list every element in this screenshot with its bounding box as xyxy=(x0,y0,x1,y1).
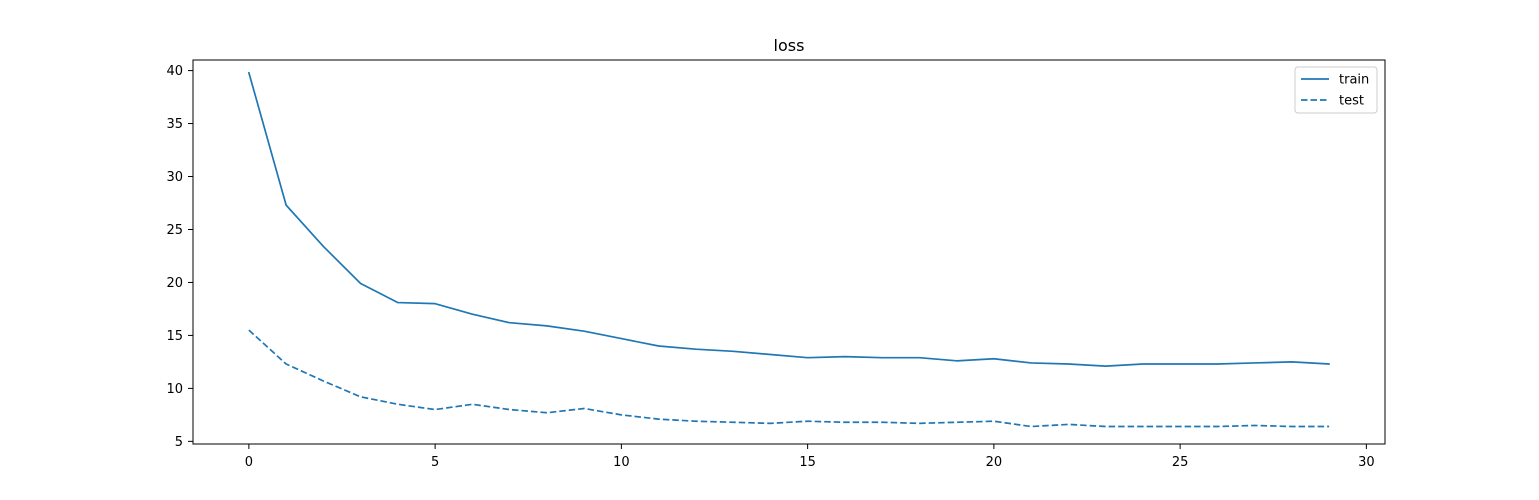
y-tick-label: 15 xyxy=(166,329,183,344)
plot-area xyxy=(248,71,1330,428)
legend-label-test: test xyxy=(1339,94,1364,109)
series-line-train xyxy=(248,71,1330,367)
legend-label-train: train xyxy=(1339,73,1369,88)
y-tick-label: 35 xyxy=(166,117,183,132)
legend: train test xyxy=(1294,66,1378,114)
x-tick-label: 5 xyxy=(431,455,439,470)
x-tick-label: 20 xyxy=(986,455,1003,470)
x-tick-label: 10 xyxy=(613,455,630,470)
x-tick-label: 30 xyxy=(1358,455,1375,470)
y-tick-label: 5 xyxy=(175,435,183,450)
series-line-test xyxy=(248,329,1330,428)
y-tick-label: 10 xyxy=(166,382,183,397)
y-tick-label: 40 xyxy=(166,64,183,79)
y-tick-label: 30 xyxy=(166,170,183,185)
y-tick-label: 25 xyxy=(166,223,183,238)
y-tick-label: 20 xyxy=(166,276,183,291)
axes: 0 5 10 15 20 25 30 5 10 15 20 25 30 35 40 xyxy=(166,59,1386,470)
axes-frame xyxy=(192,59,1386,445)
x-tick-label: 25 xyxy=(1172,455,1189,470)
x-tick-label: 15 xyxy=(799,455,816,470)
chart-title: loss xyxy=(774,36,805,55)
x-tick-label: 0 xyxy=(245,455,253,470)
